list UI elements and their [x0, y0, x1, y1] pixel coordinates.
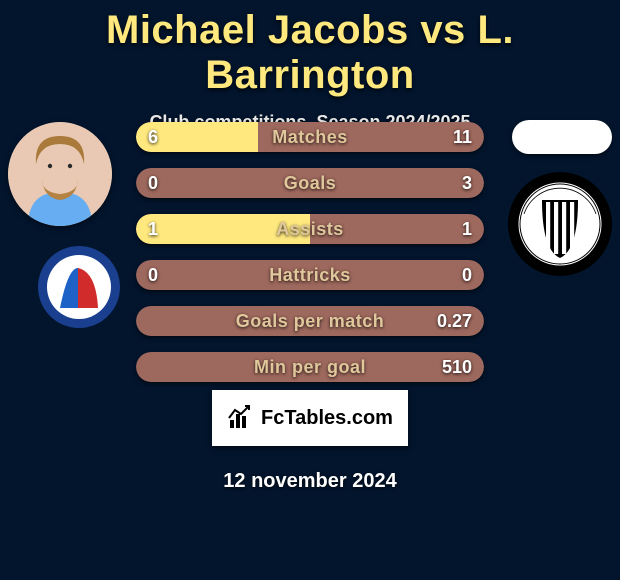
right-column	[500, 120, 612, 276]
infographic-date: 12 november 2024	[0, 470, 620, 493]
stat-value-right: 0.27	[416, 306, 472, 336]
club-badge-left	[38, 246, 120, 328]
avatar-icon	[8, 122, 112, 226]
stat-value-right: 11	[416, 122, 472, 152]
footer: FcTables.com 12 november 2024	[0, 390, 620, 493]
brand-icon	[227, 404, 255, 432]
stat-row: 1Assists1	[136, 214, 484, 244]
stat-value-right: 3	[416, 168, 472, 198]
brand-text: FcTables.com	[261, 407, 393, 430]
player-photo-right-placeholder	[512, 120, 612, 154]
stat-value-right: 1	[416, 214, 472, 244]
stat-value-right: 510	[416, 352, 472, 382]
brand-badge: FcTables.com	[212, 390, 408, 446]
title-vs: vs	[420, 8, 466, 52]
stat-value-right: 0	[416, 260, 472, 290]
left-column	[8, 122, 118, 328]
club-crest-icon	[38, 246, 120, 328]
stat-row: 0Hattricks0	[136, 260, 484, 290]
stat-row: Goals per match0.27	[136, 306, 484, 336]
page-title: Michael Jacobs vs L. Barrington	[0, 0, 620, 98]
stat-row: 6Matches11	[136, 122, 484, 152]
title-player-left: Michael Jacobs	[106, 8, 409, 52]
club-badge-right	[508, 172, 612, 276]
stat-row: Min per goal510	[136, 352, 484, 382]
stats-comparison: 6Matches11 0Goals3 1Assists1 0Hattricks0 Goa…	[136, 122, 484, 398]
player-photo-left	[8, 122, 112, 226]
stat-row: 0Goals3	[136, 168, 484, 198]
club-crest-icon	[508, 172, 612, 276]
